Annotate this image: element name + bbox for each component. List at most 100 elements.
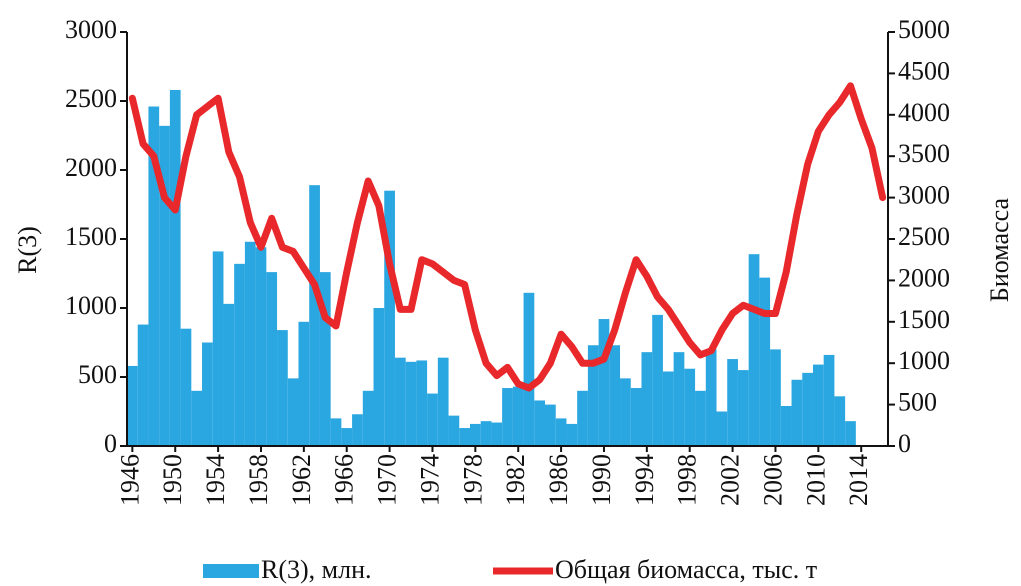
bar [652, 314, 663, 446]
bar [748, 254, 760, 446]
bar [319, 272, 331, 446]
bar [244, 241, 256, 446]
bar [352, 414, 363, 446]
bar [437, 357, 449, 446]
bar [416, 360, 428, 446]
y2-tick-label: 4000 [898, 98, 950, 127]
bar [491, 422, 503, 446]
bar [394, 357, 406, 446]
bar [330, 418, 342, 446]
bar [502, 388, 513, 446]
bar [695, 390, 706, 446]
bar [341, 428, 353, 446]
bar [362, 390, 374, 446]
bar [823, 354, 835, 446]
bar [180, 328, 192, 446]
bar [212, 251, 224, 446]
y2-tick-label: 3500 [898, 139, 950, 168]
bar [523, 292, 535, 446]
bar [812, 364, 824, 446]
y-tick-label: 1500 [65, 222, 117, 251]
x-tick-label: 2014 [844, 454, 873, 506]
bar [405, 361, 417, 446]
y2-tick-label: 4500 [898, 56, 950, 85]
bar [223, 303, 235, 446]
bar [630, 388, 642, 446]
x-tick-label: 1954 [201, 454, 230, 506]
bar [673, 352, 685, 446]
y2-axis-title: Биомасса [985, 197, 1014, 302]
bar [255, 247, 267, 446]
y2-tick-label: 2000 [898, 263, 950, 292]
bar [641, 352, 653, 446]
bar [512, 386, 524, 446]
x-tick-label: 1958 [244, 454, 273, 506]
x-tick-label: 1974 [415, 454, 444, 506]
x-tick-label: 1962 [287, 454, 316, 506]
y-tick-label: 0 [104, 429, 117, 458]
bar [277, 330, 288, 446]
y2-tick-label: 1000 [898, 346, 950, 375]
bar [148, 106, 160, 447]
bar [545, 404, 556, 446]
bar [566, 423, 578, 446]
y-tick-label: 3000 [65, 15, 117, 44]
x-tick-label: 1994 [630, 454, 659, 506]
bar [266, 272, 278, 446]
bar [384, 190, 395, 446]
y-tick-label: 2000 [65, 153, 117, 182]
x-tick-label: 1978 [458, 454, 487, 506]
bar [577, 390, 588, 446]
bar [169, 89, 181, 447]
bar [448, 415, 460, 446]
bar [202, 342, 213, 446]
bar [459, 428, 470, 446]
x-tick-label: 1970 [373, 454, 402, 506]
bar [191, 390, 203, 446]
bar [759, 277, 771, 446]
x-tick-label: 1986 [544, 454, 573, 506]
bar [298, 321, 310, 446]
bar [802, 372, 813, 446]
bar [469, 423, 481, 446]
bar [770, 349, 781, 446]
x-tick-label: 2002 [716, 454, 745, 506]
y2-tick-label: 1500 [898, 305, 950, 334]
bar [845, 421, 856, 446]
y-tick-label: 500 [78, 360, 117, 389]
y2-tick-label: 2500 [898, 222, 950, 251]
bar [791, 379, 803, 446]
bar [587, 345, 599, 446]
bar [620, 378, 631, 446]
bar [662, 371, 674, 446]
x-tick-label: 1990 [587, 454, 616, 506]
bar [534, 400, 546, 446]
bar [716, 411, 728, 446]
bar [427, 393, 438, 446]
bar [780, 405, 792, 446]
x-tick-label: 1950 [158, 454, 187, 506]
y2-tick-label: 0 [898, 429, 911, 458]
bar [159, 125, 170, 446]
x-tick-label: 2006 [758, 454, 787, 506]
y-tick-label: 2500 [65, 84, 117, 113]
y-tick-label: 1000 [65, 291, 117, 320]
bar [609, 345, 621, 446]
y2-tick-label: 3000 [898, 181, 950, 210]
legend-label: R(3), млн. [261, 555, 372, 584]
x-tick-label: 1946 [115, 454, 144, 506]
y-axis-title: R(3) [13, 226, 42, 274]
y2-tick-label: 5000 [898, 15, 950, 44]
x-tick-label: 1966 [330, 454, 359, 506]
bar [480, 421, 492, 446]
bar [373, 308, 385, 446]
legend-swatch [203, 564, 259, 578]
bar [127, 365, 138, 446]
x-tick-label: 1982 [501, 454, 530, 506]
bar [684, 368, 696, 446]
y2-tick-label: 500 [898, 388, 937, 417]
line [128, 82, 887, 392]
bar [727, 359, 738, 446]
bar [234, 263, 245, 446]
bar [309, 185, 320, 446]
